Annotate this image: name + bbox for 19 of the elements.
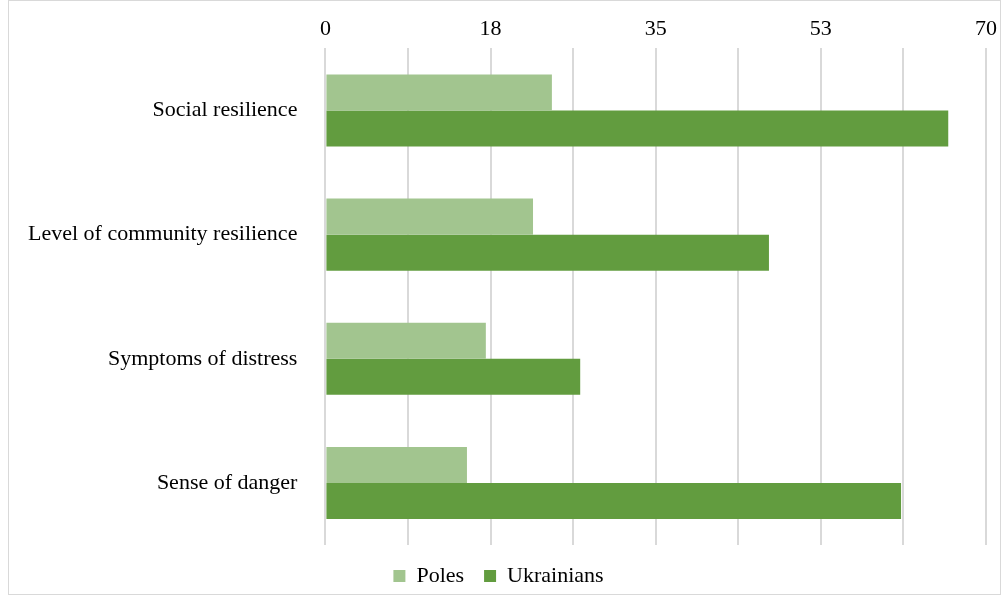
- legend-label: Ukrainians: [507, 561, 604, 587]
- bar: [326, 446, 467, 483]
- x-tick-label: 70: [975, 14, 997, 40]
- y-tick-label: Symptoms of distress: [107, 344, 298, 370]
- bar: [326, 198, 534, 235]
- x-tick-label: 18: [479, 14, 502, 40]
- bar: [326, 482, 902, 519]
- y-tick-label: Social resilience: [152, 96, 298, 122]
- x-tick-label: 53: [809, 14, 832, 40]
- bar: [326, 234, 769, 271]
- bar: [326, 358, 581, 395]
- x-tick-label: 35: [644, 14, 667, 40]
- y-tick-label: Level of community resilience: [28, 220, 298, 246]
- bar: [326, 74, 552, 111]
- bar: [326, 110, 949, 147]
- y-tick-label: Sense of danger: [156, 468, 299, 494]
- x-tick-label: 0: [319, 14, 331, 40]
- bar: [326, 322, 486, 359]
- legend-label: Poles: [416, 561, 465, 587]
